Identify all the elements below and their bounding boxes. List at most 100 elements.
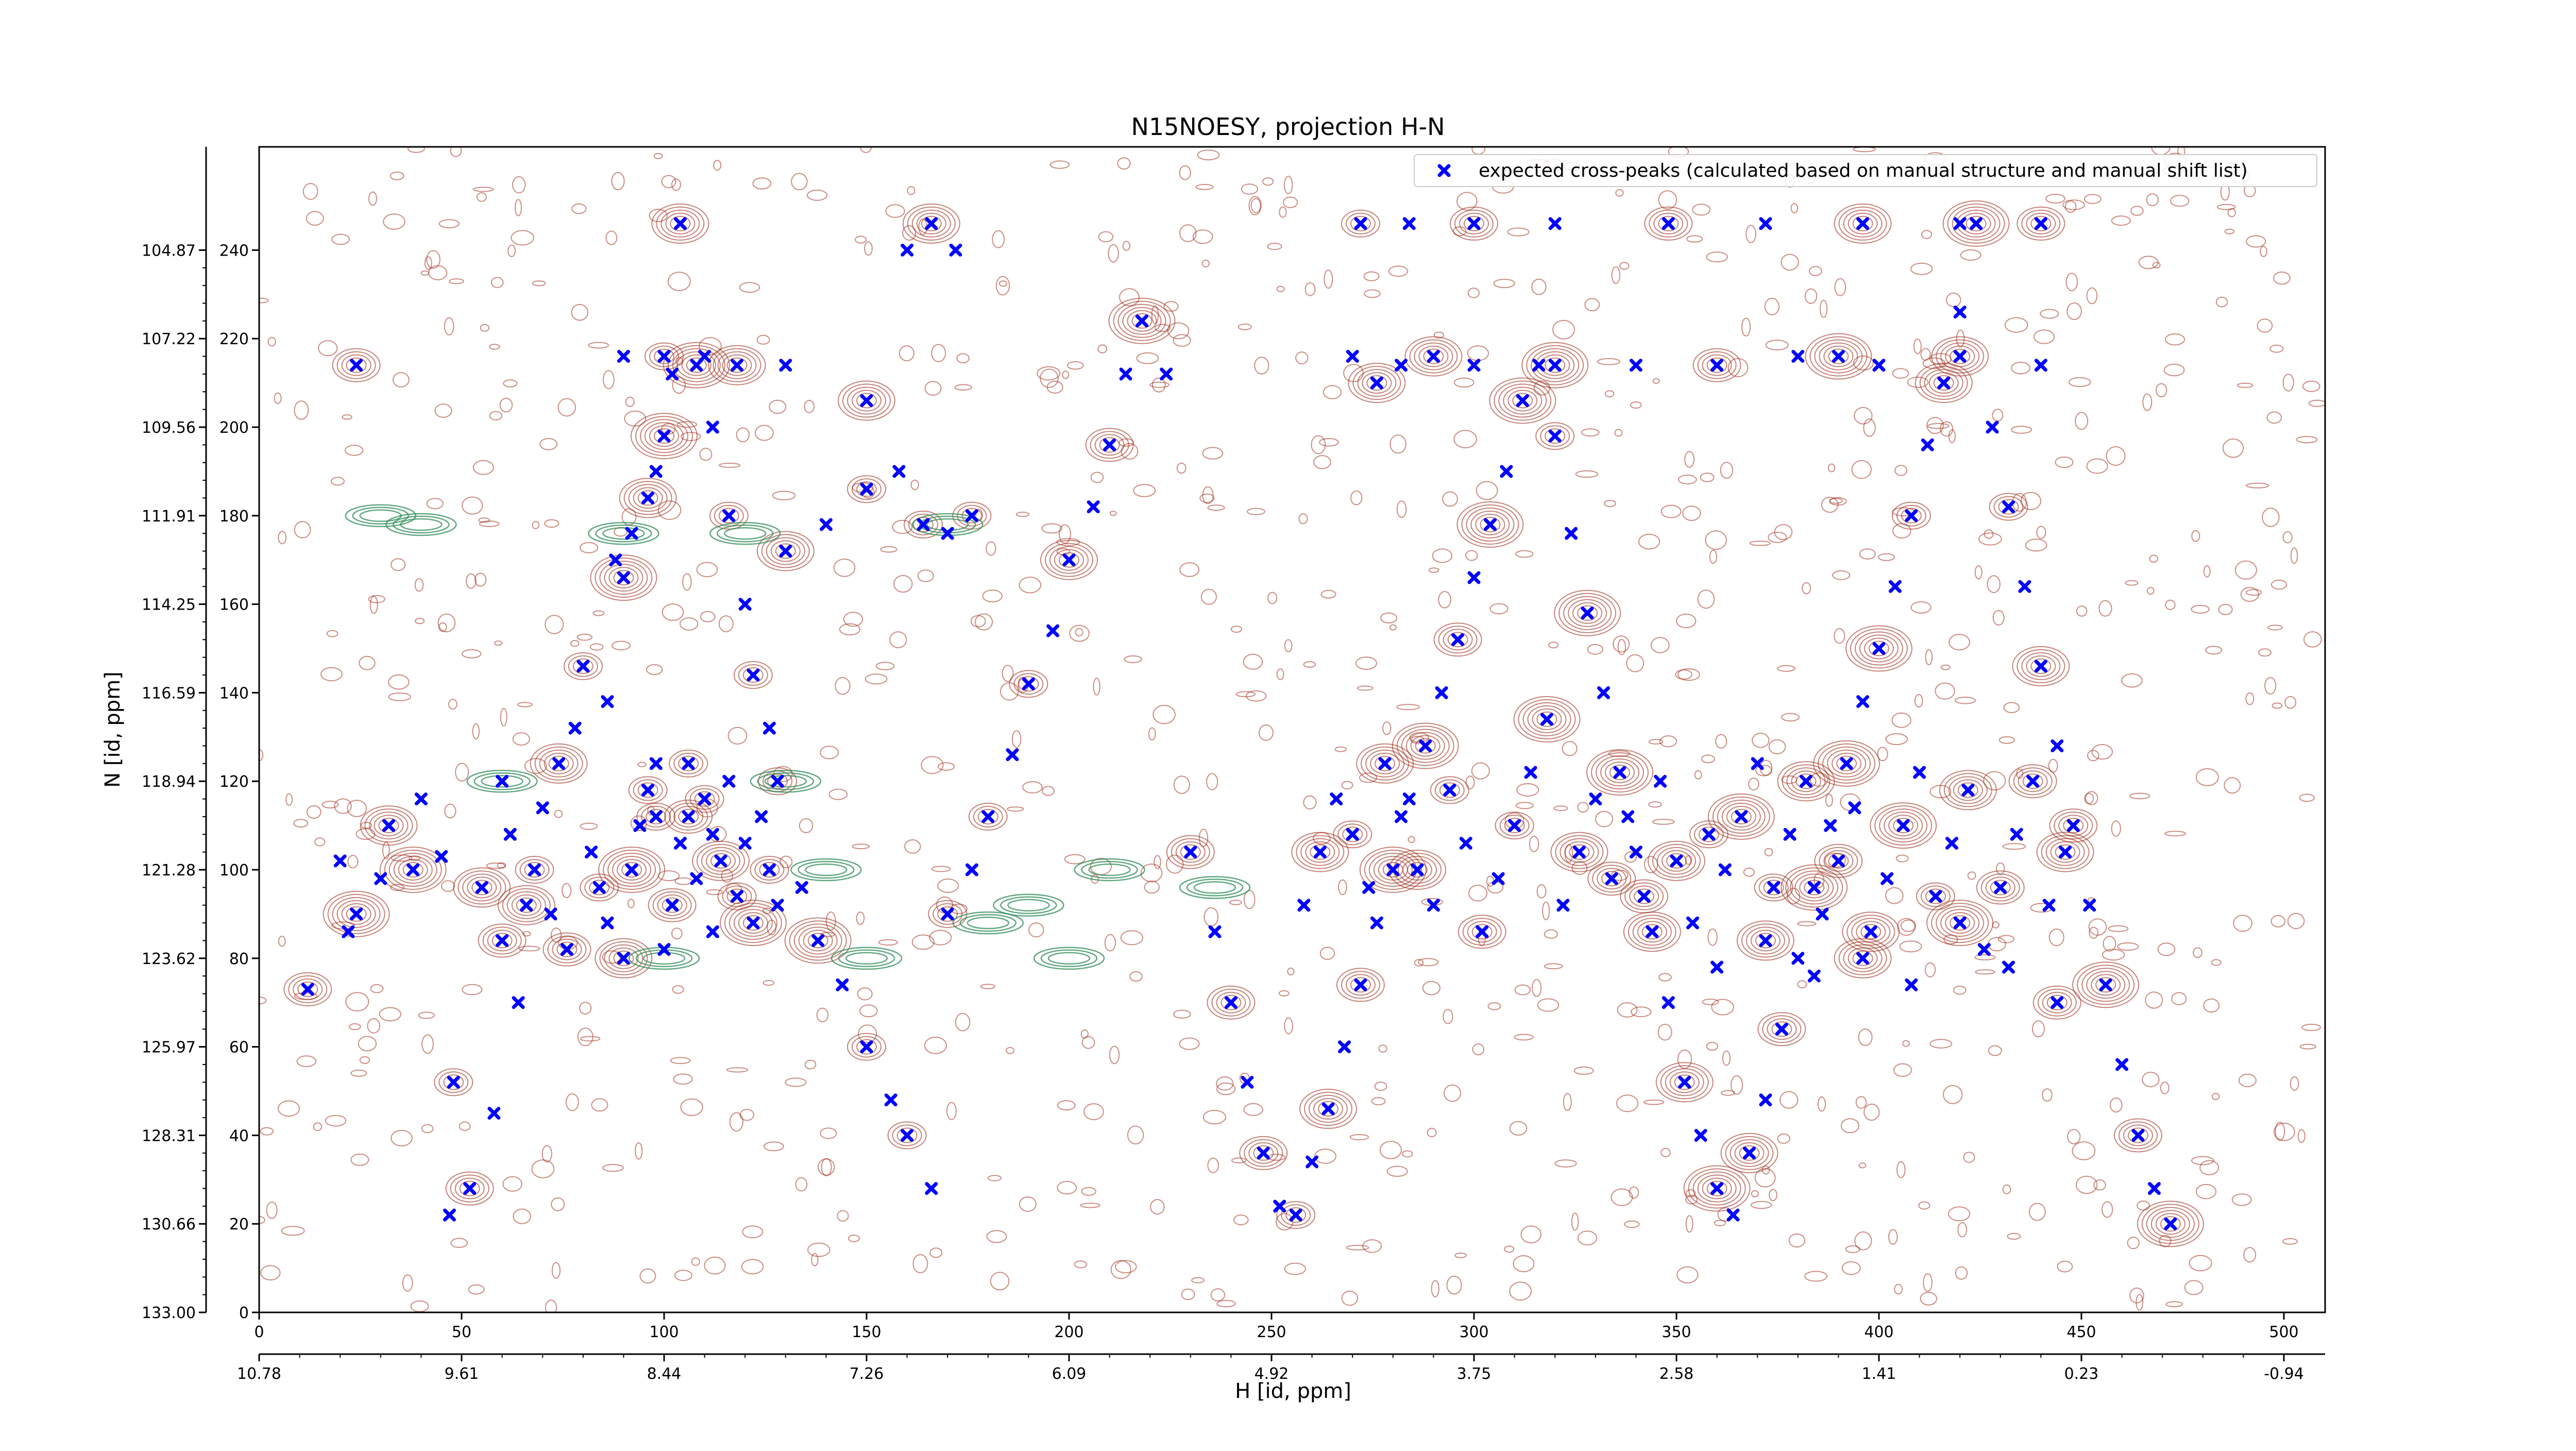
peak-contour <box>649 345 679 367</box>
noise-contour <box>1682 505 1701 521</box>
peak-contour <box>1536 711 1557 727</box>
noise-contour <box>1235 691 1256 698</box>
x-index-tick-label: 450 <box>2066 1323 2096 1341</box>
noise-contour <box>1910 601 1932 614</box>
peak-contour <box>1942 200 2010 247</box>
noise-contour <box>661 175 676 189</box>
cross-peak-marker <box>528 863 541 876</box>
peak-contour <box>667 345 725 385</box>
noise-contour <box>799 818 814 833</box>
peak-contour <box>1356 743 1414 784</box>
noise-contour <box>1238 323 1252 330</box>
cross-peak-marker <box>1532 359 1546 372</box>
peak-contour <box>1888 815 1919 837</box>
peak-contour <box>1683 1165 1751 1212</box>
peak-contour <box>1207 985 1256 1020</box>
cross-peak-marker <box>536 801 549 815</box>
peak-contour <box>1785 867 1843 908</box>
peak-contour <box>1450 206 1498 241</box>
noise-contour <box>1476 481 1498 500</box>
cross-peak-marker <box>333 854 347 868</box>
cross-peak-marker <box>884 1093 897 1107</box>
noise-contour <box>326 630 338 637</box>
cross-peak-marker <box>1500 465 1513 478</box>
noise-contour <box>990 1272 1010 1291</box>
noise-contour <box>2062 199 2086 210</box>
cross-peak-marker <box>1921 438 1934 451</box>
noise-contour <box>892 519 913 534</box>
noise-contour <box>1284 1017 1293 1035</box>
peak-contour <box>2012 646 2070 686</box>
x-index-tick-label: 250 <box>1257 1323 1286 1341</box>
peak-contour <box>1085 428 1134 462</box>
noise-contour <box>1764 848 1773 856</box>
peak-contour <box>607 853 656 887</box>
cross-peak-marker <box>617 350 630 363</box>
peak-contour <box>604 564 643 592</box>
noise-contour <box>756 334 770 345</box>
cross-peak-marker <box>1937 376 1951 390</box>
peak-contour <box>1799 876 1829 899</box>
cross-peak-marker <box>666 367 679 381</box>
noise-contour <box>449 278 464 284</box>
noise-contour <box>1587 644 1604 655</box>
cross-peak-mark <box>1467 359 1481 372</box>
peak-contour <box>556 941 578 957</box>
negative-contour <box>385 513 457 536</box>
noise-contour <box>2165 1301 2183 1307</box>
peak-contour <box>2008 764 2057 799</box>
noise-contour <box>987 1175 1002 1182</box>
peak-contour <box>478 923 527 958</box>
peak-contour <box>1936 906 1985 940</box>
noise-contour <box>1295 351 1309 364</box>
peak-contour <box>516 897 537 913</box>
peak-contour <box>1405 732 1445 760</box>
peak-contour <box>1950 348 1971 364</box>
noise-contour <box>402 1274 413 1292</box>
negative-contour <box>831 947 903 970</box>
noise-contour <box>1127 1125 1144 1144</box>
cross-peak-marker <box>1662 217 1675 230</box>
peak-contour <box>608 567 639 589</box>
peak-contour <box>1945 345 1975 367</box>
noise-contour <box>390 884 405 891</box>
cross-peak-marker <box>657 429 671 443</box>
noise-contour <box>1929 1039 1953 1049</box>
cross-peak-marker <box>762 863 776 876</box>
peak-contour <box>1953 779 1983 801</box>
negative-contour <box>1081 861 1138 879</box>
peak-contour <box>1916 882 1955 910</box>
noise-contour <box>1650 637 1670 653</box>
noise-contour <box>1752 733 1770 748</box>
noise-contour <box>1809 266 1822 276</box>
peak-contour <box>2030 215 2052 231</box>
y-index-tick-label: 40 <box>229 1127 249 1145</box>
noise-contour <box>2083 194 2102 204</box>
noise-contour <box>791 173 808 191</box>
cross-peak-mark <box>2131 1128 2145 1142</box>
noise-contour <box>260 1265 281 1281</box>
peak-contour <box>1641 924 1663 940</box>
cross-peak-marker <box>374 872 387 885</box>
noise-contour <box>1231 1157 1246 1163</box>
peak-contour <box>1620 879 1669 914</box>
y-ppm-tick-label: 111.91 <box>142 508 196 526</box>
noise-contour <box>1117 157 1131 170</box>
noise-contour <box>975 613 993 631</box>
noise-contour <box>589 643 604 651</box>
cross-peak-mark <box>1913 766 1926 779</box>
cross-peak-marker <box>698 350 711 363</box>
noise-contour <box>1978 532 2002 546</box>
cross-peak-marker <box>1742 1146 1756 1160</box>
cross-peak-marker <box>1443 783 1456 797</box>
cross-peak-mark <box>762 721 776 735</box>
x-ppm-tick-label: 8.44 <box>647 1365 682 1383</box>
noise-contour <box>580 1036 601 1042</box>
noise-contour <box>507 244 516 257</box>
noise-contour <box>285 793 293 806</box>
noise-contour <box>441 880 455 892</box>
peak-contour <box>648 888 697 922</box>
peak-contour <box>1414 342 1453 370</box>
peak-contour <box>1940 342 1980 370</box>
noise-contour <box>1761 1165 1770 1175</box>
